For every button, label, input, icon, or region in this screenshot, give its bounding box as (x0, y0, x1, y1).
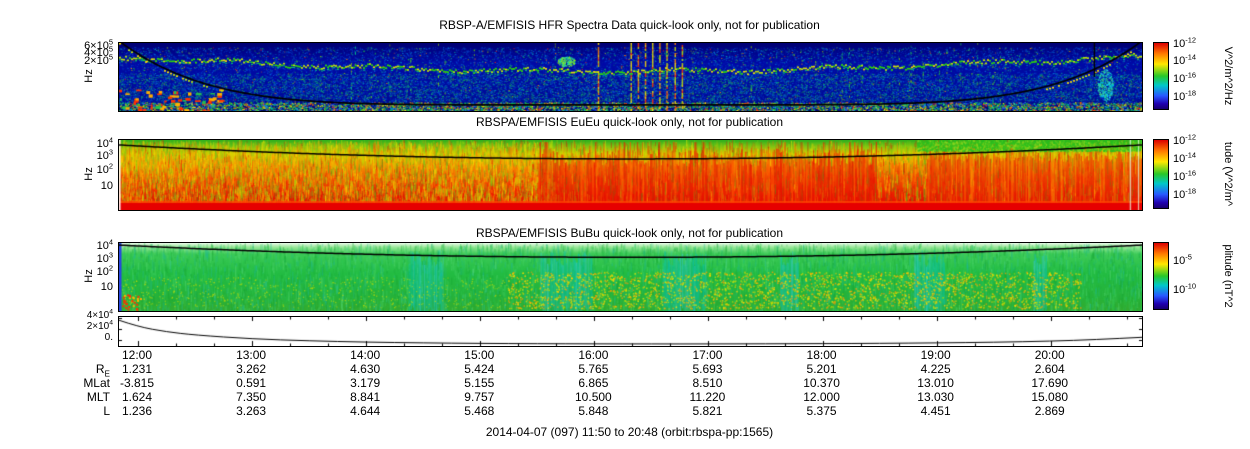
ephemeris-value: 5.424 (464, 362, 495, 376)
colorbar-tick-eueu: 10-18 (1173, 186, 1197, 202)
y-tick-bubu: 10 (100, 281, 113, 294)
spectrogram-eueu (118, 139, 1143, 211)
panel-title-hfr: RBSP-A/EMFISIS HFR Spectra Data quick-lo… (439, 18, 820, 32)
y-tick-eueu: 103 (96, 147, 113, 163)
colorbar-tick-eueu: 10-12 (1173, 132, 1197, 147)
ephemeris-value: 3.179 (350, 376, 381, 390)
time-tick-label: 20:00 (1034, 348, 1065, 362)
time-tick-label: 15:00 (464, 348, 495, 362)
y-axis-label-hfr: Hz (83, 69, 95, 83)
ephemeris-value: 8.510 (692, 376, 723, 390)
ephemeris-row-label-mlat: MLat (83, 376, 110, 390)
ephemeris-value: 1.624 (122, 390, 153, 404)
y-tick-bubu: 103 (96, 250, 113, 265)
colorbar-unit-eueu: tude (V^2/m^ (1222, 141, 1234, 207)
ephemeris-value: 5.155 (464, 376, 495, 390)
y-tick-eueu: 102 (96, 161, 113, 177)
spectrogram-hfr (118, 42, 1143, 112)
spectrogram-bubu (118, 242, 1143, 312)
colorbar-bubu (1153, 242, 1169, 310)
colorbar-tick-eueu: 10-14 (1173, 150, 1197, 165)
ephemeris-value: -3.815 (120, 376, 155, 390)
y-tick-bubu: 102 (96, 263, 113, 279)
colorbar-tick-bubu: 10-10 (1173, 281, 1197, 296)
time-tick-label: 19:00 (920, 348, 951, 362)
ephemeris-value: 7.350 (236, 390, 267, 404)
ephemeris-value: 3.263 (236, 404, 267, 418)
colorbar-tick-hfr: 10-14 (1173, 52, 1197, 68)
ephemeris-value: 9.757 (464, 390, 495, 404)
panel-title-bubu: RBSPA/EMFISIS BuBu quick-look only, not … (475, 226, 784, 240)
colorbar-tick-eueu: 10-16 (1173, 168, 1197, 184)
ephemeris-value: 17.690 (1031, 376, 1069, 390)
ephemeris-value: 6.865 (578, 376, 609, 390)
ephemeris-value: 5.848 (578, 404, 609, 418)
time-tick-label: 14:00 (350, 348, 381, 362)
ephemeris-value: 13.010 (917, 376, 954, 390)
time-tick-label: 12:00 (122, 348, 153, 362)
ephemeris-value: 5.375 (806, 404, 837, 418)
ephemeris-row-label-mlt: MLT (86, 390, 110, 404)
y-tick-aux: 0. (104, 331, 113, 343)
colorbar-unit-hfr: V^2/m^2/Hz (1222, 46, 1234, 106)
colorbar-tick-hfr: 10-12 (1173, 35, 1197, 50)
ephemeris-value: 5.765 (578, 362, 609, 376)
y-tick-bubu: 104 (96, 237, 113, 253)
colorbar-tick-bubu: 10-5 (1173, 252, 1192, 268)
ephemeris-value: 10.370 (803, 376, 840, 390)
ephemeris-value: 5.468 (464, 404, 495, 418)
time-tick-label: 18:00 (806, 348, 837, 362)
ephemeris-value: 15.080 (1031, 390, 1069, 404)
ephemeris-value: 12.000 (803, 390, 840, 404)
y-tick-eueu: 10 (100, 179, 113, 192)
ephemeris-value: 5.201 (806, 362, 837, 376)
y-tick-hfr: 6×105 (84, 37, 113, 52)
ephemeris-value: 10.500 (575, 390, 612, 404)
time-tick-label: 16:00 (578, 348, 609, 362)
colorbar-tick-hfr: 10-16 (1173, 70, 1197, 86)
y-tick-aux: 4×104 (86, 308, 113, 321)
ephemeris-value: 2.869 (1034, 404, 1065, 418)
ephemeris-value: 0.591 (236, 376, 267, 390)
ephemeris-row-label-r: RE (95, 362, 110, 379)
ephemeris-value: 2.604 (1034, 362, 1065, 376)
colorbar-tick-hfr: 10-18 (1173, 88, 1197, 103)
colorbar-eueu (1153, 139, 1169, 209)
ephemeris-value: 1.236 (122, 404, 153, 418)
aux-line-panel (118, 316, 1143, 347)
ephemeris-value: 3.262 (236, 362, 267, 376)
ephemeris-value: 4.225 (920, 362, 951, 376)
ephemeris-value: 4.451 (920, 404, 951, 418)
ephemeris-value: 4.630 (350, 362, 381, 376)
y-tick-aux: 2×104 (86, 319, 113, 332)
time-tick-label: 17:00 (692, 348, 723, 362)
y-tick-hfr: 2×105 (84, 52, 113, 67)
y-tick-eueu: 104 (96, 134, 113, 150)
ephemeris-value: 1.231 (122, 362, 153, 376)
time-tick-label: 13:00 (236, 348, 267, 362)
panel-title-eueu: RBSPA/EMFISIS EuEu quick-look only, not … (475, 115, 784, 129)
ephemeris-value: 5.821 (692, 404, 723, 418)
ephemeris-value: 5.693 (692, 362, 723, 376)
figure-caption: 2014-04-07 (097) 11:50 to 20:48 (orbit:r… (485, 425, 774, 439)
ephemeris-value: 4.644 (350, 404, 381, 418)
colorbar-unit-bubu: plitude (nT^2 (1222, 244, 1234, 308)
ephemeris-value: 8.841 (350, 390, 381, 404)
y-tick-hfr: 4×105 (84, 43, 113, 59)
ephemeris-value: 11.220 (689, 390, 726, 404)
ephemeris-row-label-l: L (103, 404, 110, 418)
ephemeris-value: 13.030 (917, 390, 954, 404)
colorbar-hfr (1153, 42, 1169, 110)
